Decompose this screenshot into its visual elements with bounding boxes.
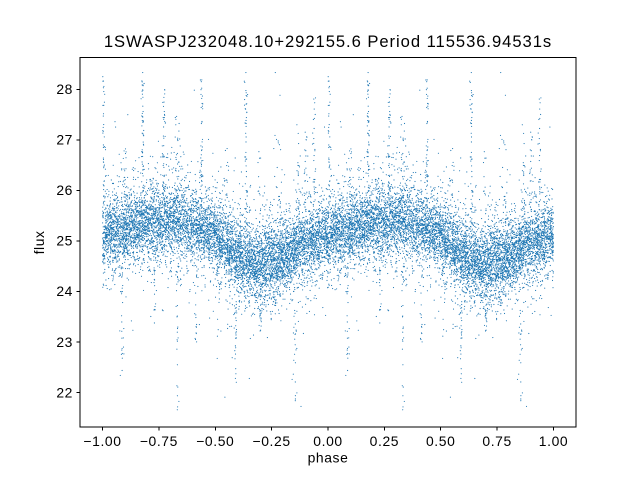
svg-text:0.25: 0.25	[370, 433, 399, 449]
svg-text:−0.50: −0.50	[196, 433, 234, 449]
svg-text:23: 23	[56, 334, 73, 350]
svg-text:28: 28	[56, 81, 73, 97]
svg-text:0.75: 0.75	[482, 433, 511, 449]
svg-text:0.50: 0.50	[426, 433, 455, 449]
svg-text:24: 24	[56, 283, 73, 299]
svg-text:22: 22	[56, 384, 73, 400]
svg-text:−0.75: −0.75	[140, 433, 178, 449]
svg-text:phase: phase	[308, 450, 349, 466]
svg-text:25: 25	[56, 233, 73, 249]
svg-text:flux: flux	[31, 230, 47, 254]
svg-text:−0.25: −0.25	[253, 433, 291, 449]
svg-text:27: 27	[56, 132, 73, 148]
svg-text:26: 26	[56, 182, 73, 198]
svg-text:−1.00: −1.00	[83, 433, 121, 449]
svg-text:1SWASPJ232048.10+292155.6 Peri: 1SWASPJ232048.10+292155.6 Period 115536.…	[104, 32, 552, 51]
svg-text:1.00: 1.00	[539, 433, 568, 449]
svg-text:0.00: 0.00	[313, 433, 342, 449]
